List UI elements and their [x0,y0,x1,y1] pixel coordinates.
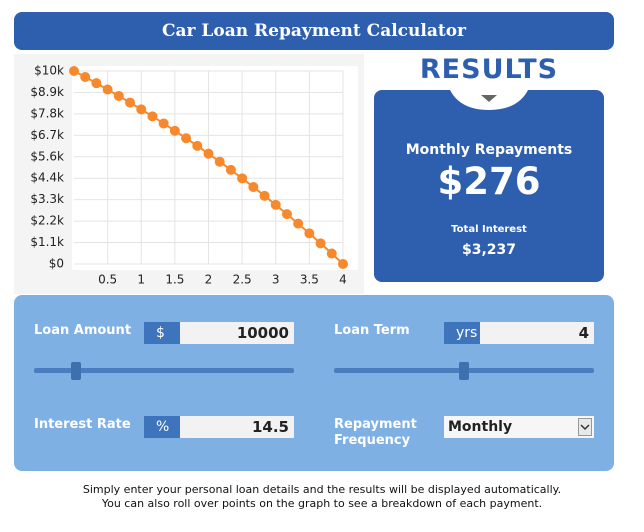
results-panel: Monthly Repayments $276 Total Interest $… [374,88,604,282]
x-tick-label: 1 [137,273,145,287]
point [69,66,79,76]
interest-label: Total Interest [451,224,527,235]
form-panel: Loan Amount $ 10000 Loan Term yrs 4 Inte… [14,295,614,471]
point [113,90,124,101]
point [293,218,304,229]
footer-text: Simply enter your personal loan details … [82,483,562,496]
point [181,133,192,144]
unit-label: yrs [444,322,480,344]
x-tick-label: 2 [205,273,213,287]
select[interactable]: Monthly [444,416,594,438]
point [237,173,248,184]
y-tick-label: $0 [49,257,64,271]
point [91,78,102,89]
field-label: Repayment Frequency [334,417,417,448]
point [338,259,348,269]
point [169,125,180,136]
monthly-label: Monthly Repayments [405,142,573,158]
point [158,118,169,129]
point [102,84,113,95]
y-tick-label: $6.7k [30,128,64,142]
text-input[interactable]: 4 [480,322,594,344]
point [270,199,281,210]
slider-track[interactable] [34,368,294,373]
y-tick-label: $1.1k [30,235,64,249]
y-tick-label: $3.3k [30,192,64,206]
x-tick-label: 2.5 [233,273,252,287]
point [136,104,147,115]
point [125,97,136,108]
text-input[interactable]: 10000 [180,322,294,344]
point [259,190,270,201]
point [225,164,236,175]
y-tick-label: $7.8k [30,106,64,120]
y-tick-label: $4.4k [30,171,64,185]
x-tick-label: 3.5 [300,273,319,287]
x-tick-label: 0.5 [98,273,117,287]
footer-text: You can also roll over points on the gra… [101,497,543,510]
point [281,209,292,220]
monthly-value: $276 [437,160,541,203]
field-label: Loan Amount [34,323,132,338]
x-tick-label: 4 [339,273,347,287]
unit-label: % [144,416,180,438]
y-tick-label: $2.2k [30,214,64,228]
x-tick-label: 1.5 [165,273,184,287]
point [248,181,259,192]
results-arrow [449,88,529,110]
results-heading: RESULTS [419,54,559,85]
point [315,238,326,249]
point [214,156,225,167]
unit-label: $ [144,322,180,344]
field-label: Loan Term [334,323,410,338]
header-title: Car Loan Repayment Calculator [14,12,614,50]
select-arrow[interactable] [578,418,592,436]
slider-thumb[interactable] [459,362,469,380]
y-tick-label: $8.9k [30,85,64,99]
chart: $0 $1.1k $2.2k $3.3k $4.4k $5.6k $6.7k $7.8k $8.… [14,54,364,294]
x-tick-label: 3 [272,273,280,287]
y-tick-label: $10k [34,64,64,78]
text-input[interactable]: 14.5 [180,416,294,438]
point [304,228,315,239]
point [203,148,214,159]
point [326,248,337,259]
y-tick-label: $5.6k [30,149,64,163]
interest-value: $3,237 [461,242,517,258]
slider-thumb[interactable] [71,362,81,380]
field-label: Interest Rate [34,417,131,432]
point [147,111,158,122]
point [80,72,91,83]
point [192,140,203,151]
